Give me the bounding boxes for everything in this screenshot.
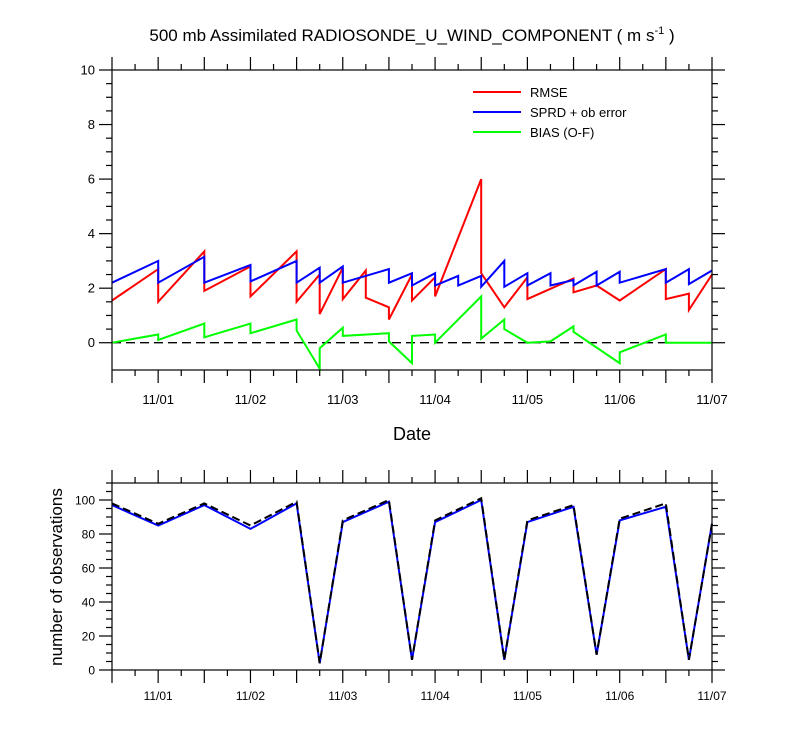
top-chart: 500 mb Assimilated RADIOSONDE_U_WIND_COM… xyxy=(81,25,728,444)
y-tick-label: 8 xyxy=(88,117,95,132)
y-tick-label: 6 xyxy=(88,172,95,187)
top-plot-frame xyxy=(111,69,713,371)
chart-title: 500 mb Assimilated RADIOSONDE_U_WIND_COM… xyxy=(149,25,674,45)
chart-title-units-sup: -1 xyxy=(654,25,664,37)
series-line-bias-o-f xyxy=(111,293,712,373)
y-axis-label: number of observations xyxy=(47,488,66,666)
y-tick-label: 10 xyxy=(81,63,95,78)
y-tick-label: 0 xyxy=(88,664,95,678)
legend-label: RMSE xyxy=(530,85,568,100)
x-tick-label: 11/01 xyxy=(142,392,174,407)
x-tick-label: 11/07 xyxy=(696,392,728,407)
x-tick-label: 11/04 xyxy=(419,392,451,407)
series-line-assimilated-observations xyxy=(111,498,713,664)
top-series-lines xyxy=(111,178,713,373)
y-tick-label: 0 xyxy=(88,335,95,350)
y-tick-label: 100 xyxy=(75,494,95,508)
top-axis-ticks: 11/01 11/02 11/03 11/04 11/05 11/06 11/07 0 2 4 6 8… xyxy=(81,57,728,407)
x-tick-label: 11/07 xyxy=(697,689,726,703)
y-tick-label: 2 xyxy=(88,281,95,296)
x-tick-label: 11/02 xyxy=(235,392,267,407)
x-tick-label: 11/03 xyxy=(327,392,359,407)
legend-label: SPRD + ob error xyxy=(530,105,627,120)
legend: RMSE SPRD + ob error BIAS (O-F) xyxy=(473,85,627,140)
x-axis-label: Date xyxy=(393,424,431,444)
series-line-sprd-ob-error xyxy=(111,255,713,290)
y-tick-label: 80 xyxy=(82,528,96,542)
x-tick-label: 11/06 xyxy=(605,689,634,703)
y-tick-label: 4 xyxy=(88,226,95,241)
y-tick-label: 60 xyxy=(82,562,96,576)
chart-title-main: 500 mb Assimilated RADIOSONDE_U_WIND_COM… xyxy=(149,26,654,45)
legend-label: BIAS (O-F) xyxy=(530,125,594,140)
bottom-chart: number of observations 11/01 11/02 11/03 11… xyxy=(47,470,727,703)
x-tick-label: 11/06 xyxy=(604,392,636,407)
x-tick-label: 11/05 xyxy=(512,392,544,407)
x-tick-label: 11/04 xyxy=(421,689,450,703)
x-tick-label: 11/05 xyxy=(513,689,542,703)
y-tick-label: 20 xyxy=(82,630,96,644)
y-tick-label: 40 xyxy=(82,596,96,610)
chart-title-close: ) xyxy=(664,26,674,45)
series-line-rmse xyxy=(111,178,713,320)
x-tick-label: 11/01 xyxy=(144,689,173,703)
x-tick-label: 11/02 xyxy=(236,689,265,703)
x-tick-label: 11/03 xyxy=(328,689,357,703)
series-line-possible-observations xyxy=(111,496,713,664)
bottom-axis-ticks: 11/01 11/02 11/03 11/04 11/05 11/06 11/07 0 20 40… xyxy=(75,470,727,703)
bottom-series-lines xyxy=(111,496,713,664)
bottom-plot-frame xyxy=(111,482,713,671)
